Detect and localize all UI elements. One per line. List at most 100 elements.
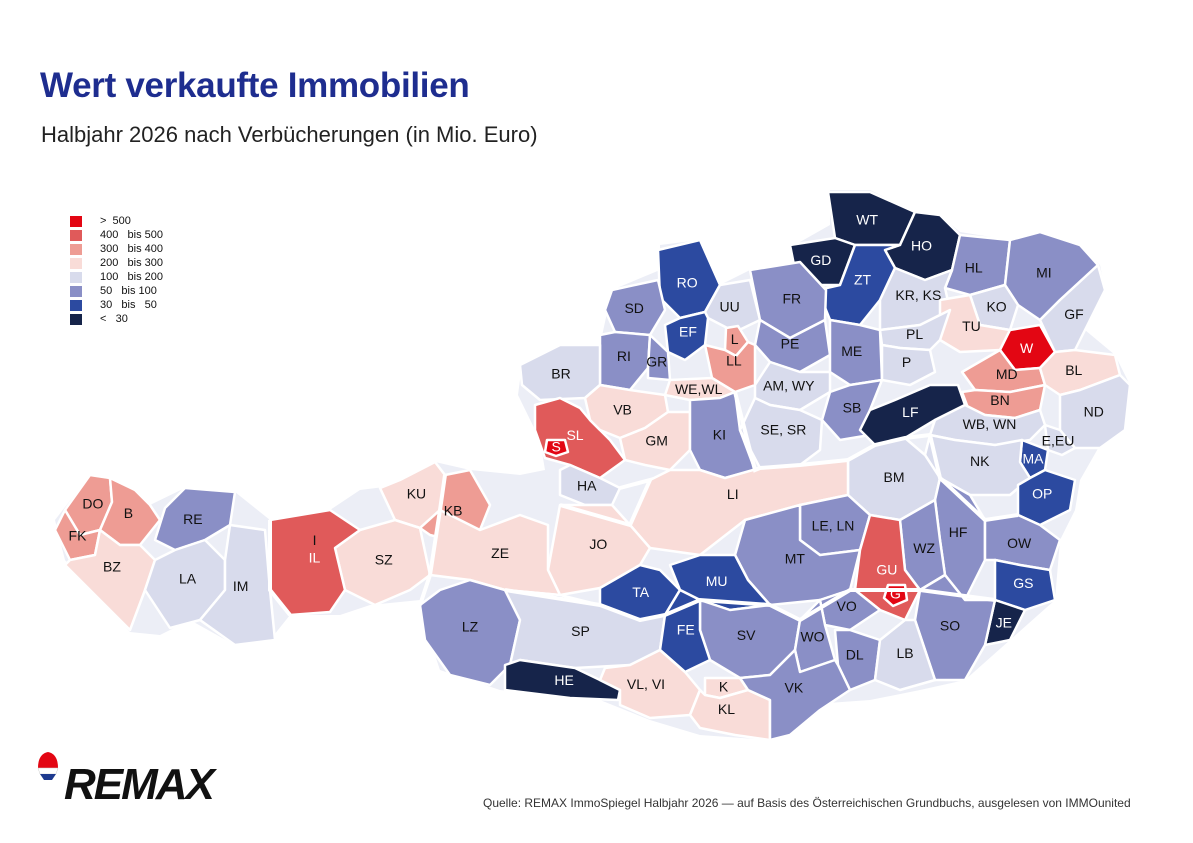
legend-swatch (70, 299, 82, 311)
region-label-vo: VO (837, 598, 857, 614)
region-label-fk: FK (69, 527, 88, 543)
region-label-ko: KO (986, 299, 1006, 315)
legend-swatch (70, 313, 82, 325)
state-border (418, 474, 447, 606)
legend-item: 100 bis 200 (70, 270, 163, 284)
region-label-ro: RO (677, 275, 698, 291)
balloon-icon (37, 752, 59, 780)
region-label-gm: GM (645, 433, 668, 449)
legend-label: 100 bis 200 (100, 271, 163, 283)
region-label-ll: LL (726, 352, 742, 368)
region-label-br: BR (551, 365, 570, 381)
state-border (847, 433, 931, 462)
region-ze (428, 508, 562, 597)
region-ha (558, 463, 622, 507)
region-label-jo: JO (589, 536, 607, 552)
region-label-ow: OW (1007, 535, 1032, 551)
region-label-nd: ND (1084, 403, 1104, 419)
region-label-tu: TU (962, 318, 981, 334)
region-label-sb: SB (843, 400, 862, 416)
region-label-w: W (1020, 340, 1034, 356)
state-border (798, 588, 996, 622)
region-label-ma: MA (1023, 451, 1045, 467)
region-label-l: L (731, 331, 739, 347)
region-label-md: MD (996, 366, 1018, 382)
region-label-kb: KB (444, 502, 463, 518)
region-label-i: I (313, 532, 317, 548)
region-label-kr-ks: KR, KS (895, 287, 941, 303)
legend-item: 200 bis 300 (70, 256, 163, 270)
region-gr (646, 333, 672, 382)
region-label-mi: MI (1036, 265, 1052, 281)
region-label-uu: UU (720, 299, 740, 315)
region-e-eu (1043, 423, 1077, 457)
region-label-fr: FR (782, 291, 801, 307)
region-label-ho: HO (911, 238, 932, 254)
region-label-sd: SD (624, 300, 643, 316)
region-im (198, 523, 277, 647)
region-pe (753, 318, 832, 374)
map-title: Wert verkaufte Immobilien (40, 66, 470, 105)
state-border (928, 434, 1019, 523)
region-lb (873, 618, 937, 692)
region-label-ha: HA (577, 477, 597, 493)
region-label-dl: DL (846, 647, 864, 663)
state-border (268, 520, 292, 617)
map-subtitle: Halbjahr 2026 nach Verbücherungen (in Mi… (41, 122, 538, 147)
legend-swatch (70, 285, 82, 297)
legend-item: 400 bis 500 (70, 228, 163, 242)
region-label-pe: PE (781, 335, 800, 351)
region-label-op: OP (1032, 485, 1052, 501)
region-label-la: LA (179, 570, 197, 586)
legend-label: 50 bis 100 (100, 285, 157, 297)
region-label-nk: NK (970, 453, 990, 469)
region-label-am-wy: AM, WY (763, 378, 815, 394)
legend-item: 30 bis 50 (70, 298, 163, 312)
region-label-mu: MU (706, 573, 728, 589)
region-label-ri: RI (617, 348, 631, 364)
region-label-le-ln: LE, LN (812, 517, 855, 533)
logo-wordmark: REMAX (64, 760, 215, 809)
region-label-wt: WT (856, 211, 878, 227)
state-border (559, 476, 654, 528)
region-label-g: G (890, 586, 901, 602)
region-label-re: RE (183, 511, 202, 527)
region-label-bz: BZ (103, 559, 121, 575)
region-label-bn: BN (990, 392, 1009, 408)
region-label-im: IM (233, 578, 249, 594)
region-lz (418, 578, 522, 687)
region-label-bm: BM (884, 469, 905, 485)
region-li (628, 458, 850, 557)
region-s (543, 438, 570, 458)
region-label-pl: PL (906, 326, 923, 342)
region-label-kl: KL (718, 701, 735, 717)
region-label-hl: HL (965, 260, 983, 276)
legend-item: 300 bis 400 (70, 242, 163, 256)
legend-swatch (70, 257, 82, 269)
region-label-s: S (552, 439, 561, 455)
region-label-so: SO (940, 617, 960, 633)
region-label-gd: GD (810, 252, 831, 268)
region-label-wz: WZ (913, 540, 935, 556)
region-label-vl-vi: VL, VI (627, 676, 665, 692)
legend-label: < 30 (100, 313, 128, 325)
region-label-fe: FE (677, 622, 695, 638)
region-label-sv: SV (737, 627, 756, 643)
region-label-gr: GR (646, 353, 667, 369)
region-label-e-eu: E,EU (1042, 432, 1075, 448)
region-label-me: ME (841, 343, 862, 359)
region-label-li: LI (727, 486, 739, 502)
region-label-gu: GU (876, 561, 897, 577)
region-label-lb: LB (896, 645, 913, 661)
region-label-hf: HF (949, 524, 968, 540)
region-label-p: P (902, 354, 911, 370)
legend-label: 400 bis 500 (100, 229, 163, 241)
region-label-vk: VK (784, 679, 803, 695)
region-label-he: HE (554, 672, 573, 688)
legend-item: 50 bis 100 (70, 284, 163, 298)
region-label-gf: GF (1064, 306, 1083, 322)
legend-label: 200 bis 300 (100, 257, 163, 269)
remax-logo: REMAX (34, 748, 244, 812)
region-label-wb-wn: WB, WN (963, 416, 1017, 432)
